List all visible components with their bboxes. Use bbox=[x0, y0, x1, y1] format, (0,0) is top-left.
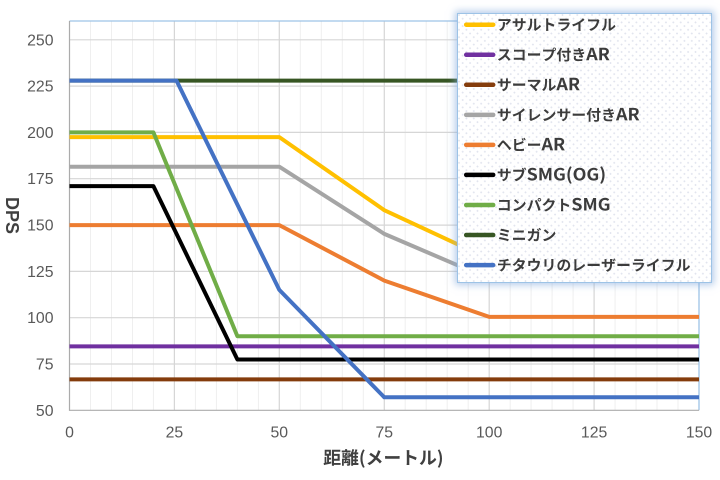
svg-text:150: 150 bbox=[686, 425, 713, 442]
svg-text:150: 150 bbox=[27, 218, 54, 235]
svg-text:75: 75 bbox=[36, 357, 54, 374]
svg-text:225: 225 bbox=[27, 79, 54, 96]
svg-text:50: 50 bbox=[36, 403, 54, 420]
svg-text:25: 25 bbox=[166, 425, 184, 442]
svg-text:250: 250 bbox=[27, 32, 54, 49]
svg-text:0: 0 bbox=[65, 425, 74, 442]
svg-text:75: 75 bbox=[376, 425, 394, 442]
svg-text:125: 125 bbox=[27, 264, 54, 281]
svg-text:100: 100 bbox=[476, 425, 503, 442]
svg-text:50: 50 bbox=[271, 425, 289, 442]
svg-text:100: 100 bbox=[27, 310, 54, 327]
svg-text:DPS: DPS bbox=[2, 197, 22, 234]
svg-text:200: 200 bbox=[27, 125, 54, 142]
svg-text:175: 175 bbox=[27, 171, 54, 188]
svg-text:125: 125 bbox=[581, 425, 608, 442]
